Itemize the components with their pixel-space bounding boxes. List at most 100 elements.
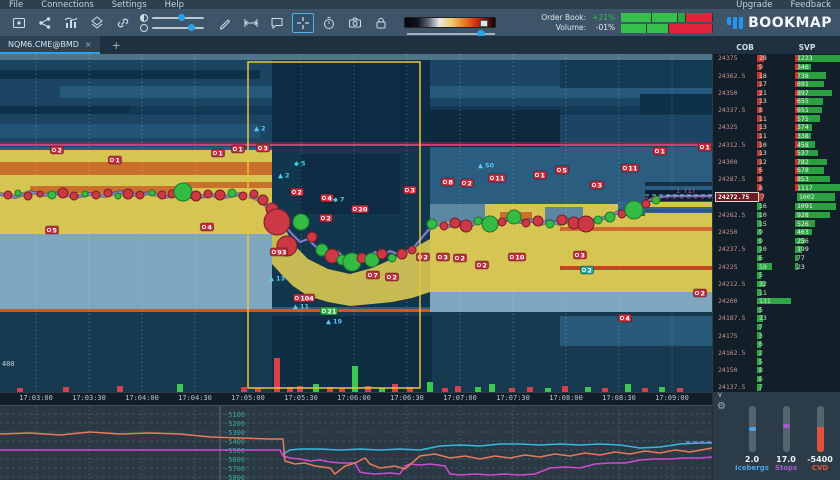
sell-bubble[interactable] — [376, 248, 388, 260]
buy-bubble[interactable] — [47, 190, 57, 200]
colormap-handle[interactable] — [480, 20, 488, 27]
event-marker-red[interactable]: 2 — [49, 145, 65, 155]
event-marker-red[interactable]: 1 — [107, 155, 123, 165]
price-row[interactable]: 24212.5 32 — [713, 280, 840, 289]
event-marker-cyan[interactable]: ◆ 5 — [294, 160, 306, 168]
price-row[interactable]: 15 526 — [713, 219, 840, 228]
gauge-cvd[interactable]: -5400 CVD — [803, 406, 837, 472]
buy-bubble[interactable] — [545, 219, 555, 229]
sell-bubble[interactable] — [69, 191, 79, 201]
price-row[interactable]: 9 256 — [713, 237, 840, 246]
event-marker-blue[interactable]: ▲ 50 — [478, 162, 495, 170]
buy-bubble[interactable] — [114, 192, 122, 200]
price-row[interactable]: 13 655 — [713, 97, 840, 106]
price-row[interactable]: 6 — [713, 340, 840, 349]
event-marker-red[interactable]: 1 — [532, 170, 548, 180]
buy-bubble[interactable] — [148, 189, 156, 197]
sell-bubble[interactable] — [122, 188, 134, 200]
sell-bubble[interactable] — [135, 190, 145, 200]
menu-item-upgrade[interactable]: Upgrade — [736, 0, 773, 9]
buy-bubble[interactable] — [387, 253, 397, 263]
sell-bubble[interactable] — [641, 199, 651, 209]
colormap-slider[interactable] — [407, 30, 495, 38]
event-marker-blue[interactable]: ▲ 19 — [326, 318, 343, 326]
menu-item-settings[interactable]: Settings — [111, 0, 147, 9]
sell-bubble[interactable] — [23, 191, 33, 201]
sell-bubble[interactable] — [57, 187, 69, 199]
chart-icon[interactable] — [60, 13, 82, 33]
price-row[interactable]: 24137.5 7 — [713, 383, 840, 392]
buy-bubble[interactable] — [651, 195, 661, 205]
screenshot-icon[interactable] — [8, 13, 30, 33]
price-row[interactable]: 24187.5 23 — [713, 314, 840, 323]
price-row[interactable]: 24287.5 8 853 — [713, 175, 840, 184]
price-row[interactable]: 24375 28 1223 — [713, 54, 840, 63]
sell-bubble[interactable] — [203, 189, 213, 199]
event-marker-red[interactable]: 11 — [487, 173, 507, 183]
event-marker-red[interactable]: 20 — [350, 204, 370, 214]
sell-bubble[interactable] — [396, 248, 408, 260]
lock-icon[interactable] — [370, 13, 392, 33]
price-row[interactable]: 24272.75 7 1002 — [713, 192, 840, 202]
sell-bubble[interactable] — [577, 215, 595, 233]
price-row[interactable]: 11 — [713, 288, 840, 297]
sell-bubble[interactable] — [3, 190, 13, 200]
event-marker-cyan[interactable]: ◆ 7 — [333, 196, 345, 204]
colormap-bar[interactable] — [404, 17, 496, 38]
event-marker-red[interactable]: 4 — [319, 193, 335, 203]
price-row[interactable]: 16 1091 — [713, 202, 840, 211]
event-marker-teal[interactable]: 2 — [579, 265, 595, 275]
event-marker-red[interactable]: 4 — [617, 313, 633, 323]
event-marker-red[interactable]: 1 — [230, 144, 246, 154]
sell-bubble[interactable] — [449, 217, 461, 229]
price-row[interactable]: 24150 8 — [713, 366, 840, 375]
event-marker-red[interactable]: 104 — [292, 293, 316, 303]
buy-bubble[interactable] — [593, 215, 603, 225]
price-row[interactable]: 5 — [713, 271, 840, 280]
sell-bubble[interactable] — [439, 221, 449, 231]
sell-bubble[interactable] — [36, 190, 44, 198]
sell-bubble[interactable] — [157, 190, 167, 200]
event-marker-red[interactable]: 2 — [384, 272, 400, 282]
tab-instrument[interactable]: NQM6.CME@BMD × — [0, 36, 100, 54]
buy-bubble[interactable] — [173, 182, 193, 202]
sell-bubble[interactable] — [407, 245, 417, 255]
indicator-subchart[interactable]: -5100 -5200 -5300 -5400 -5500 -5600 -5700 -5800 — [0, 405, 713, 480]
event-marker-green[interactable]: 21 — [319, 306, 339, 316]
event-marker-red[interactable]: 2 — [415, 252, 431, 262]
menu-item-feedback[interactable]: Feedback — [790, 0, 831, 9]
price-row[interactable]: 24337.5 8 651 — [713, 106, 840, 115]
price-row[interactable]: 24237.5 10 199 — [713, 245, 840, 254]
selection-rectangle[interactable] — [247, 61, 421, 389]
event-marker-red[interactable]: 2 — [692, 288, 708, 298]
event-marker-red[interactable]: 3 — [572, 250, 588, 260]
slider-handle[interactable] — [178, 14, 185, 21]
event-marker-red[interactable]: 11 — [620, 163, 640, 173]
sell-bubble[interactable] — [521, 218, 531, 228]
buy-bubble[interactable] — [481, 215, 499, 233]
sell-bubble[interactable] — [190, 190, 202, 202]
event-marker-red[interactable]: 2 — [289, 187, 305, 197]
price-axis-panel[interactable]: 24375 28 1223 9 346 24362.5 18 738 17 691 24350 21 8… — [712, 54, 840, 392]
price-row[interactable]: 13 537 — [713, 149, 840, 158]
buy-bubble[interactable] — [364, 252, 380, 268]
event-marker-red[interactable]: 3 — [402, 185, 418, 195]
event-marker-blue[interactable]: ▲ 13 — [269, 275, 285, 283]
event-marker-blue[interactable]: ▲ 11 — [293, 303, 310, 311]
event-marker-blue[interactable]: ▲ 2 — [278, 172, 290, 180]
event-marker-red[interactable]: 1 — [652, 146, 668, 156]
price-row[interactable]: 8 1117 — [713, 183, 840, 192]
crosshair-icon[interactable] — [292, 12, 314, 33]
price-row[interactable]: 6 678 — [713, 166, 840, 175]
sell-bubble[interactable] — [497, 217, 507, 227]
price-row[interactable]: 24300 12 782 — [713, 158, 840, 167]
replay-icon[interactable] — [344, 13, 366, 33]
buy-bubble[interactable] — [426, 218, 438, 230]
gauge-stops[interactable]: 17.0 Stops — [769, 406, 803, 472]
price-row[interactable]: 11 575 — [713, 114, 840, 123]
colormap-knob[interactable] — [477, 30, 485, 38]
collapse-chevron-icon[interactable]: ∨ — [717, 390, 723, 399]
event-marker-red[interactable]: 3 — [435, 252, 451, 262]
sell-bubble[interactable] — [263, 208, 291, 236]
event-marker-red[interactable]: 3 — [255, 143, 271, 153]
